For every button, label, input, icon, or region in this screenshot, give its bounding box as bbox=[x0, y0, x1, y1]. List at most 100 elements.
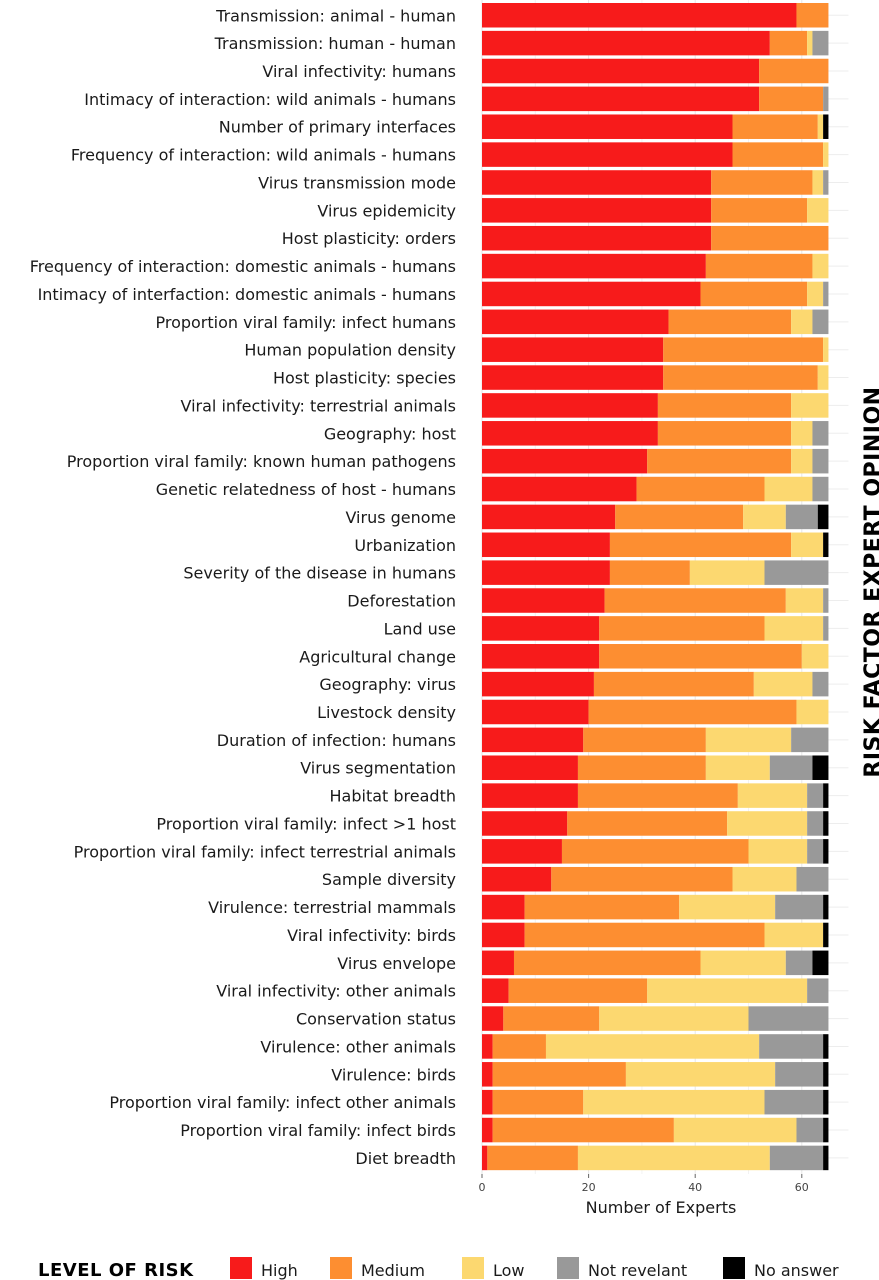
bar-segment bbox=[482, 86, 760, 112]
bar-segment bbox=[759, 1034, 824, 1059]
category-label: Virus genome bbox=[345, 508, 456, 527]
category-label: Virus segmentation bbox=[300, 759, 456, 778]
bar-segment bbox=[769, 1145, 824, 1171]
bar-segment bbox=[647, 978, 808, 1003]
bar-segment bbox=[775, 894, 824, 920]
bar-segment bbox=[823, 86, 829, 112]
bar-segment bbox=[823, 114, 829, 139]
bar-segment bbox=[482, 421, 658, 446]
bar-segment bbox=[823, 532, 829, 558]
bar-segment bbox=[482, 337, 664, 362]
bar-segment bbox=[823, 922, 829, 948]
category-label: Human population density bbox=[244, 341, 456, 360]
bar-segment bbox=[764, 476, 813, 502]
bar-segment bbox=[567, 811, 728, 836]
bar-segment bbox=[482, 1062, 493, 1087]
legend-label: High bbox=[261, 1261, 298, 1280]
bar-segment bbox=[812, 170, 824, 195]
bar-segment bbox=[807, 198, 829, 223]
bar-segment bbox=[711, 198, 808, 223]
category-label: Proportion viral family: infect other an… bbox=[109, 1093, 456, 1112]
bar-segment bbox=[482, 727, 584, 753]
bar-segment bbox=[482, 1117, 493, 1143]
bar-segment bbox=[764, 922, 824, 948]
category-label: Proportion viral family: known human pat… bbox=[67, 452, 456, 471]
bar-segment bbox=[663, 365, 818, 390]
legend-swatch bbox=[557, 1257, 579, 1279]
bar-segment bbox=[785, 504, 818, 530]
bar-segment bbox=[823, 1117, 829, 1143]
bar-segment bbox=[769, 30, 808, 56]
category-label: Proportion viral family: infect humans bbox=[155, 313, 456, 332]
bar-segment bbox=[823, 1034, 829, 1059]
category-label: Virulence: other animals bbox=[260, 1037, 456, 1056]
category-label: Virulence: birds bbox=[331, 1065, 456, 1084]
legend: LEVEL OF RISK High Medium Low Not revelant N… bbox=[38, 1257, 839, 1280]
category-label: Intimacy of interfaction: domestic anima… bbox=[38, 285, 456, 304]
legend-label: Low bbox=[493, 1261, 525, 1280]
bar-segment bbox=[743, 504, 786, 530]
bar-segment bbox=[812, 671, 829, 697]
bar-segment bbox=[823, 839, 829, 864]
category-label: Host plasticity: orders bbox=[282, 229, 456, 248]
bar-segment bbox=[577, 783, 738, 808]
legend-swatch bbox=[330, 1257, 352, 1279]
bar-segment bbox=[823, 1145, 829, 1171]
bar-segment bbox=[609, 560, 690, 585]
category-label: Land use bbox=[384, 619, 456, 638]
bar-segment bbox=[599, 616, 765, 641]
bar-segment bbox=[764, 616, 824, 641]
bar-segment bbox=[482, 532, 610, 558]
bar-segment bbox=[764, 1089, 824, 1115]
bar-segment bbox=[482, 393, 658, 418]
category-label: Viral infectivity: birds bbox=[287, 926, 456, 945]
bar-segment bbox=[801, 644, 829, 669]
bar-segment bbox=[482, 616, 600, 641]
bar-segment bbox=[807, 783, 824, 808]
category-label: Agricultural change bbox=[299, 647, 456, 666]
bar-segment bbox=[796, 3, 829, 28]
bar-segment bbox=[812, 448, 829, 474]
category-label: Frequency of interaction: wild animals -… bbox=[71, 146, 456, 165]
bar-segment bbox=[482, 225, 712, 251]
x-tick-label: 40 bbox=[688, 1181, 702, 1194]
bar-segment bbox=[812, 950, 829, 976]
bar-segment bbox=[482, 1034, 493, 1059]
bars bbox=[482, 3, 829, 1171]
bar-segment bbox=[807, 978, 829, 1003]
bar-segment bbox=[791, 727, 829, 753]
x-axis-title: Number of Experts bbox=[586, 1198, 737, 1217]
bar-segment bbox=[817, 114, 824, 139]
category-label: Urbanization bbox=[354, 536, 456, 555]
bar-segment bbox=[679, 894, 776, 920]
category-label: Duration of infection: humans bbox=[217, 731, 456, 750]
bar-segment bbox=[705, 253, 813, 279]
legend-label: Not revelant bbox=[588, 1261, 687, 1280]
bar-segment bbox=[775, 1062, 824, 1087]
bar-segment bbox=[823, 783, 829, 808]
bar-segment bbox=[796, 1117, 824, 1143]
bar-segment bbox=[812, 755, 829, 780]
category-label: Sample diversity bbox=[322, 870, 456, 889]
bar-segment bbox=[748, 1006, 829, 1031]
bar-segment bbox=[583, 727, 706, 753]
bar-segment bbox=[588, 699, 797, 725]
bar-segment bbox=[705, 755, 770, 780]
bar-segment bbox=[551, 866, 733, 892]
bar-segment bbox=[482, 894, 525, 920]
category-label: Viral infectivity: other animals bbox=[216, 982, 456, 1001]
bar-segment bbox=[807, 811, 824, 836]
category-label: Proportion viral family: infect birds bbox=[180, 1121, 456, 1140]
bar-segment bbox=[503, 1006, 600, 1031]
bar-segment bbox=[732, 142, 824, 167]
bar-segment bbox=[823, 1089, 829, 1115]
category-label: Viral infectivity: terrestrial animals bbox=[180, 396, 456, 415]
category-label: Proportion viral family: infect >1 host bbox=[156, 814, 456, 833]
bar-segment bbox=[482, 783, 578, 808]
bar-segment bbox=[711, 170, 813, 195]
bar-segment bbox=[482, 170, 712, 195]
bar-segment bbox=[599, 644, 802, 669]
legend-label: No answer bbox=[754, 1261, 839, 1280]
bar-segment bbox=[823, 337, 829, 362]
bar-segment bbox=[812, 253, 829, 279]
